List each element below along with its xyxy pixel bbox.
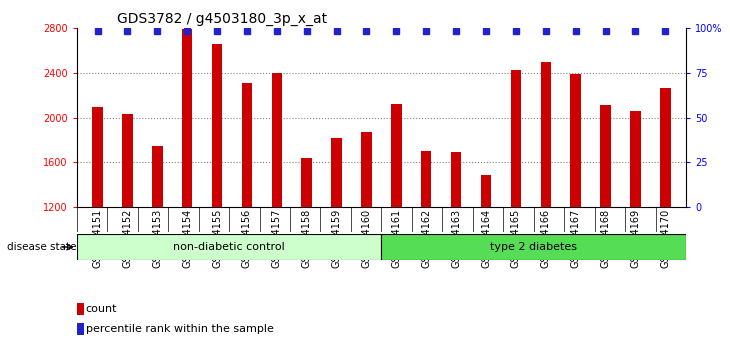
Bar: [212, 44, 223, 207]
Bar: [242, 83, 252, 207]
Bar: [77, 303, 84, 315]
Bar: [540, 62, 551, 207]
Bar: [92, 107, 103, 207]
Bar: [122, 114, 133, 207]
Bar: [660, 87, 671, 207]
Bar: [301, 158, 312, 207]
Text: percentile rank within the sample: percentile rank within the sample: [86, 324, 274, 334]
FancyBboxPatch shape: [77, 234, 381, 260]
Bar: [391, 104, 402, 207]
Bar: [331, 138, 342, 207]
Bar: [182, 29, 193, 207]
Text: count: count: [86, 304, 118, 314]
Bar: [421, 151, 431, 207]
Bar: [481, 175, 491, 207]
Bar: [570, 74, 581, 207]
Bar: [272, 73, 282, 207]
Bar: [630, 111, 641, 207]
Text: type 2 diabetes: type 2 diabetes: [491, 242, 577, 252]
Text: non-diabetic control: non-diabetic control: [173, 242, 285, 252]
FancyBboxPatch shape: [381, 234, 686, 260]
Bar: [451, 152, 461, 207]
Text: disease state: disease state: [7, 242, 77, 252]
Bar: [600, 105, 611, 207]
Text: GDS3782 / g4503180_3p_x_at: GDS3782 / g4503180_3p_x_at: [117, 12, 327, 27]
Bar: [511, 70, 521, 207]
Bar: [361, 132, 372, 207]
Bar: [152, 145, 163, 207]
Bar: [77, 323, 84, 335]
